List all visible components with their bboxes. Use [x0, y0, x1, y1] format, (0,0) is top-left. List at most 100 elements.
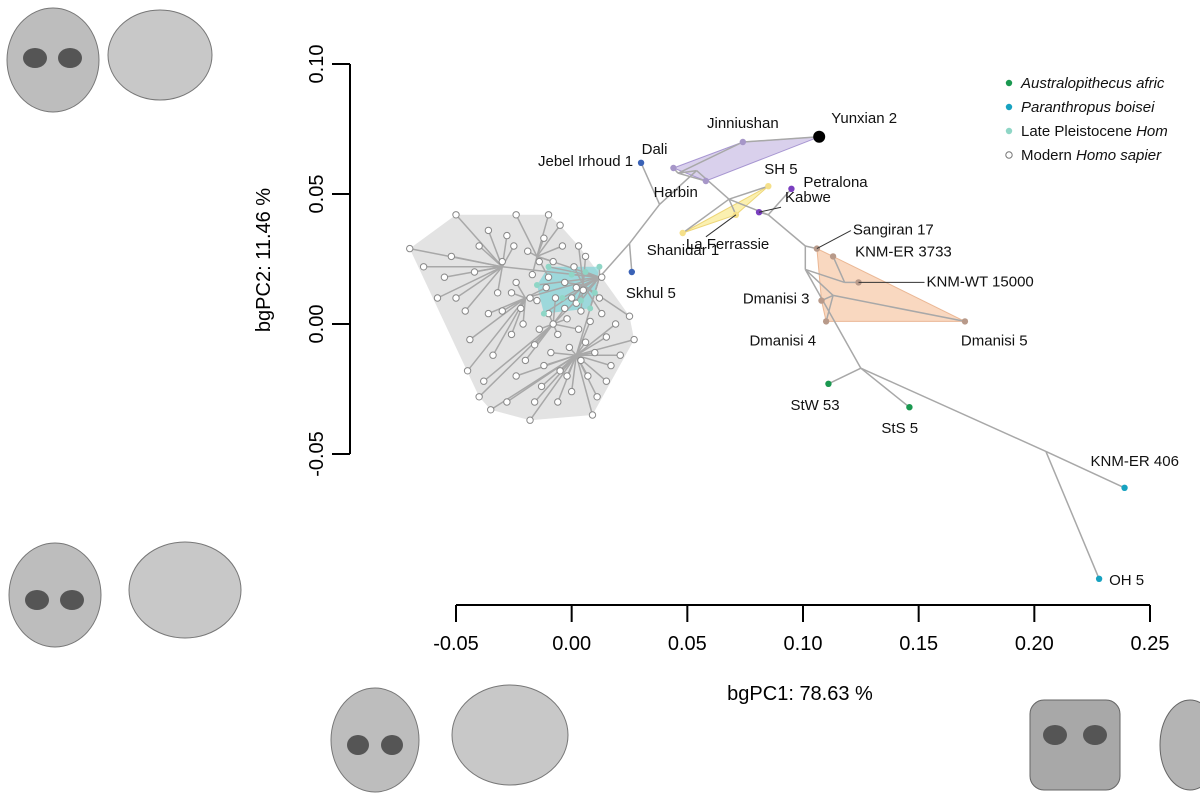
specimen-label-knm-wt-15000: KNM-WT 15000 [927, 273, 1034, 290]
modern-human-point [489, 351, 497, 359]
y-tick-label: 0.10 [306, 45, 328, 84]
specimen-label-petralona: Petralona [803, 174, 868, 191]
branch [580, 276, 601, 302]
late-pleistocene-point [591, 289, 598, 296]
specimen-point-knm-er-3733 [829, 253, 837, 260]
specimen-label-dmanisi-4: Dmanisi 4 [749, 332, 816, 349]
late-pleistocene-point [568, 271, 575, 278]
modern-human-point [440, 273, 449, 281]
branch [552, 297, 557, 325]
modern-human-point [498, 307, 506, 315]
branch [455, 266, 503, 299]
y-tick-label: 0.00 [306, 305, 328, 344]
x-tick-label: 0.00 [552, 633, 591, 655]
branch [728, 185, 769, 200]
branch [522, 297, 527, 325]
modern-human-point [544, 211, 553, 219]
modern-human-point [463, 367, 472, 375]
branch [576, 338, 635, 356]
modern-human-point [572, 283, 580, 292]
modern-human-point [470, 268, 479, 276]
modern-human-point [512, 211, 520, 219]
modern-human-point [625, 312, 634, 320]
branch [543, 354, 577, 367]
modern-human-point [574, 242, 583, 250]
branch [525, 276, 600, 299]
modern-human-point [507, 330, 516, 339]
branch [742, 136, 820, 143]
specimen-label-sts-5: StS 5 [881, 420, 918, 437]
modern-human-point [547, 348, 555, 357]
branch [659, 170, 698, 205]
branch [628, 203, 661, 244]
modern-human-point [542, 283, 550, 292]
label-leader-line [816, 230, 852, 250]
legend-label: Modern Homo sapier [1021, 147, 1162, 164]
modern-human-point [535, 257, 543, 266]
modern-human-point [493, 289, 502, 297]
modern-human-point [593, 393, 601, 401]
legend-label: Late Pleistocene Hom [1021, 123, 1168, 140]
specimen-label-dmanisi-3: Dmanisi 3 [743, 291, 810, 308]
modern-human-point [466, 335, 474, 344]
modern-human-point [581, 338, 590, 346]
specimen-label-yunxian-2: Yunxian 2 [831, 110, 897, 127]
modern-human-point [530, 398, 539, 406]
specimen-point-jebel-irhoud-1 [637, 159, 645, 166]
branch [571, 273, 600, 278]
modern-human-point [556, 367, 564, 375]
branch [496, 266, 504, 293]
branch [677, 141, 744, 174]
branch [483, 323, 554, 382]
specimen-label-knm-er-406: KNM-ER 406 [1091, 453, 1179, 470]
specimen-label-kabwe: Kabwe [785, 189, 831, 206]
modern-human-point [521, 356, 530, 365]
modern-human-point [598, 309, 606, 318]
late-pleistocene-point [559, 295, 566, 301]
branch [577, 245, 584, 286]
skull-illustration-bottom [330, 684, 569, 793]
branch [536, 224, 561, 257]
modern-human-point [579, 286, 587, 294]
modern-human-point [616, 351, 624, 359]
branch [582, 284, 630, 317]
legend-label: Australopithecus afric [1020, 75, 1165, 92]
branch [682, 198, 730, 234]
modern-human-point [475, 242, 483, 250]
branch [575, 321, 591, 356]
label-leader-line [705, 214, 737, 238]
legend-marker [1005, 127, 1013, 135]
branch [466, 297, 526, 372]
branch [575, 323, 617, 356]
modern-human-point [524, 247, 532, 255]
specimen-point-shanidar-1 [679, 229, 686, 237]
late-pleistocene-point [587, 305, 594, 312]
x-tick-label: 0.20 [1015, 633, 1054, 655]
modern-human-point [544, 273, 553, 281]
modern-human-point [607, 361, 615, 370]
labeled-points [628, 130, 1128, 582]
modern-human-point [447, 252, 456, 261]
modern-human-point [484, 226, 493, 235]
x-tick-label: 0.10 [784, 633, 823, 655]
modern-human-point [584, 372, 592, 380]
specimen-label-dmanisi-5: Dmanisi 5 [961, 332, 1028, 349]
specimen-point-stw-53 [825, 380, 832, 387]
branch [767, 188, 792, 216]
modern-human-point [510, 242, 518, 250]
specimen-point-dali [670, 164, 677, 172]
modern-human-point [517, 304, 525, 313]
modern-human-point [503, 231, 511, 240]
modern-human-point [487, 406, 495, 414]
branch [550, 351, 577, 356]
modern-human-point [602, 333, 611, 341]
branch [832, 256, 846, 283]
branch [566, 354, 577, 377]
late-pleistocene-point [533, 282, 540, 288]
late-pleistocene-point [596, 263, 603, 270]
modern-human-point [528, 270, 537, 279]
legend-marker [1005, 79, 1013, 87]
modern-human-point [595, 294, 604, 302]
late-pleistocene-point [545, 263, 552, 270]
